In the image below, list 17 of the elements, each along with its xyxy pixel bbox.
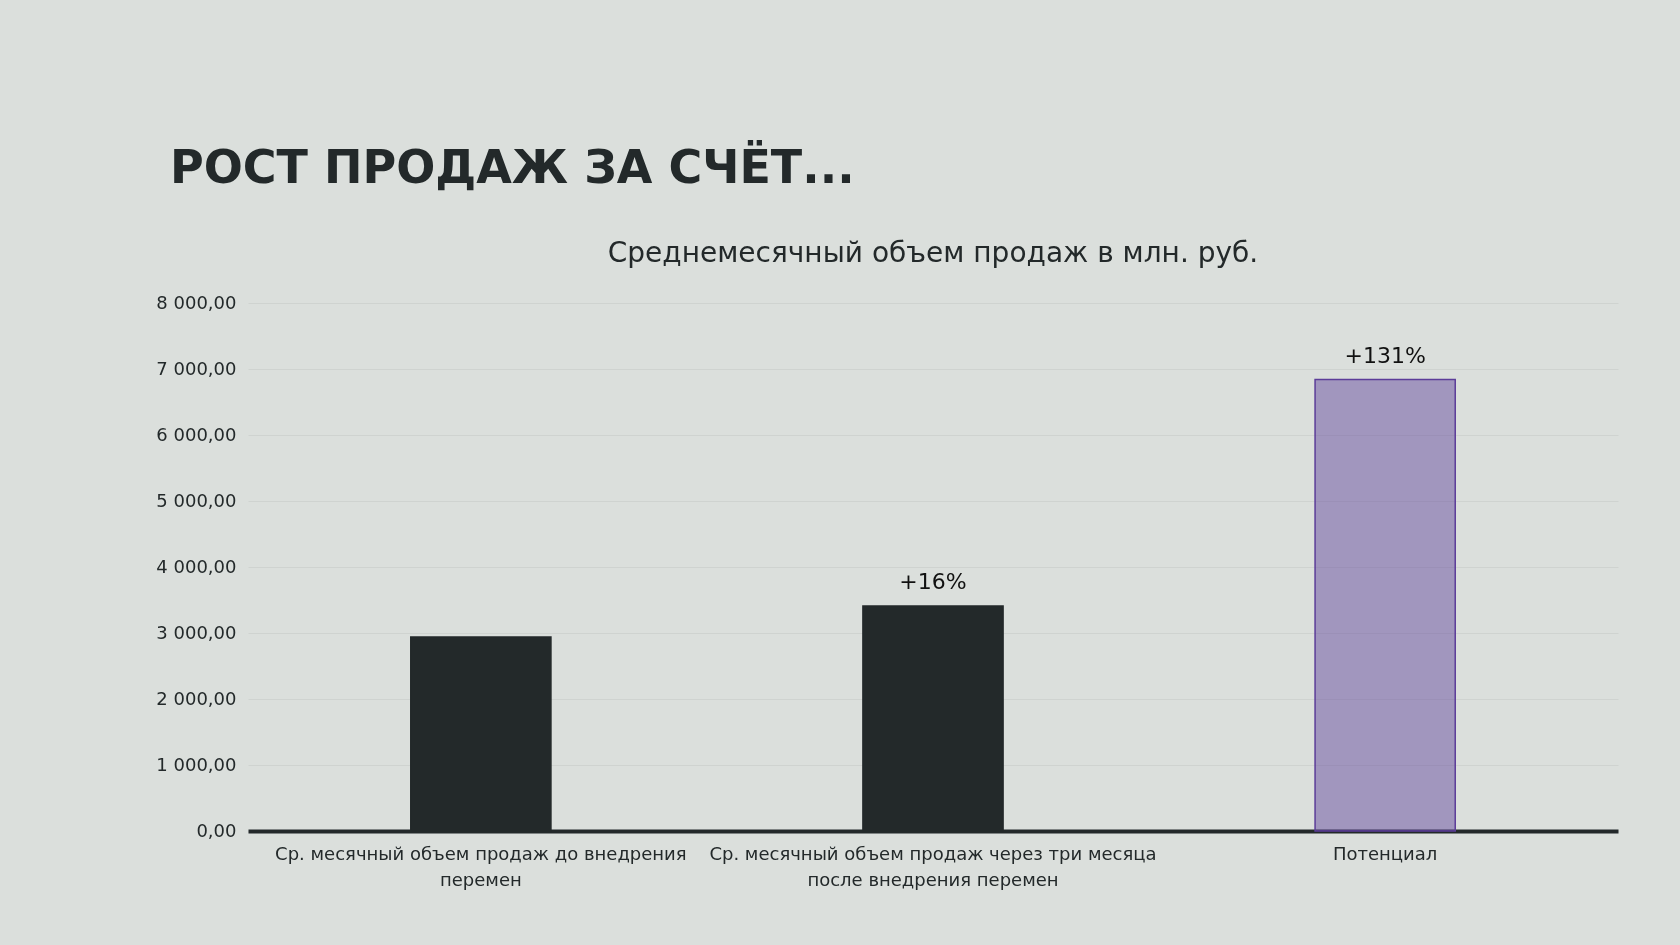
bar <box>1314 378 1456 832</box>
y-tick-label: 6 000,00 <box>156 423 237 445</box>
y-tick-label: 5 000,00 <box>156 489 237 511</box>
y-tick-label: 2 000,00 <box>156 687 237 709</box>
y-tick-label: 0,00 <box>196 819 237 841</box>
chart-title: РОСТ ПРОДАЖ ЗА СЧЁТ... <box>170 140 855 194</box>
x-tick-label: Ср. месячный объем продаж до внедрения перемен <box>275 842 687 890</box>
annotation: +131% <box>1344 342 1426 368</box>
y-tick-label: 1 000,00 <box>156 753 237 775</box>
y-tick-label: 8 000,00 <box>156 291 237 313</box>
x-tick-label: Потенциал <box>1332 842 1438 864</box>
annotation: +16% <box>899 568 967 594</box>
y-tick-label: 7 000,00 <box>156 357 237 379</box>
chart-subtitle: Среднемесячный объем продаж в млн. руб. <box>607 236 1259 269</box>
x-tick-label: Ср. месячный объем продаж через три месяца после внедрения перемен <box>709 842 1157 890</box>
y-tick-label: 4 000,00 <box>156 555 237 577</box>
y-tick-label: 3 000,00 <box>156 621 237 643</box>
